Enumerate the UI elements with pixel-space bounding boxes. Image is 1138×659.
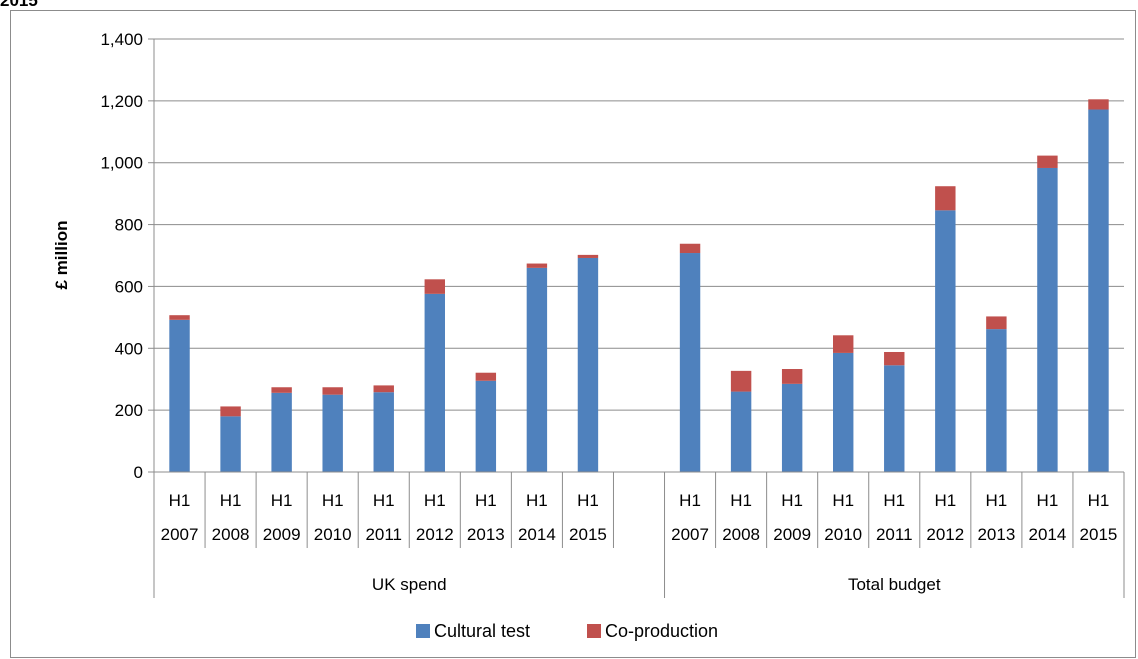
group-label: Total budget	[848, 575, 941, 594]
category-label-line1: H1	[883, 491, 905, 510]
category-label-line1: H1	[1088, 491, 1110, 510]
category-label-line2: 2012	[416, 525, 454, 544]
bar-co-production	[730, 370, 752, 392]
bar-co-production	[679, 243, 701, 254]
category-label-line1: H1	[271, 491, 293, 510]
category-label-line1: H1	[373, 491, 395, 510]
legend-swatch-cultural-test	[416, 624, 430, 638]
bar-co-production	[781, 369, 803, 384]
bar-co-production	[271, 387, 292, 393]
bar-cultural-test	[577, 257, 599, 472]
category-label-line1: H1	[475, 491, 497, 510]
bar-cultural-test	[986, 329, 1007, 472]
category-label-line1: H1	[832, 491, 854, 510]
category-label-line2: 2013	[977, 525, 1015, 544]
y-tick-label: 1,400	[100, 30, 143, 49]
y-tick-label: 800	[115, 216, 143, 235]
category-label-line1: H1	[322, 491, 344, 510]
bar-cultural-test	[679, 253, 701, 472]
y-tick-label: 1,000	[100, 154, 143, 173]
y-tick-label: 0	[134, 463, 143, 482]
category-label-line2: 2011	[365, 525, 402, 544]
bar-co-production	[424, 279, 445, 294]
bar-cultural-test	[730, 391, 752, 472]
bar-cultural-test	[169, 319, 190, 472]
bar-cultural-test	[424, 293, 445, 472]
category-label-line2: 2008	[212, 525, 250, 544]
category-label-line2: 2012	[926, 525, 964, 544]
category-label-line1: H1	[424, 491, 446, 510]
y-tick-label: 200	[115, 401, 143, 420]
bar-cultural-test	[271, 392, 292, 472]
category-label-line1: H1	[986, 491, 1008, 510]
bar-cultural-test	[475, 380, 497, 472]
category-label-line2: 2014	[1029, 525, 1067, 544]
bar-cultural-test	[322, 394, 343, 472]
legend-swatch-co-production	[587, 624, 601, 638]
category-label-line2: 2009	[263, 525, 301, 544]
category-label-line2: 2015	[1080, 525, 1118, 544]
bar-co-production	[169, 315, 190, 320]
category-label-line1: H1	[526, 491, 548, 510]
bar-co-production	[1088, 99, 1109, 110]
bar-cultural-test	[935, 210, 956, 472]
legend-label-cultural-test: Cultural test	[434, 621, 530, 641]
y-tick-label: 600	[115, 277, 143, 296]
category-label-line1: H1	[934, 491, 956, 510]
category-label-line1: H1	[730, 491, 752, 510]
bar-co-production	[475, 372, 497, 381]
category-label-line2: 2010	[314, 525, 352, 544]
category-label-line2: 2015	[569, 525, 607, 544]
bar-co-production	[577, 254, 599, 258]
category-label-line2: 2007	[161, 525, 199, 544]
gridlines	[154, 38, 1124, 411]
bar-co-production	[373, 385, 394, 393]
category-label-line1: H1	[781, 491, 803, 510]
category-label-line2: 2009	[773, 525, 811, 544]
category-label-line2: 2013	[467, 525, 505, 544]
category-label-line1: H1	[1037, 491, 1059, 510]
category-label-line2: 2008	[722, 525, 760, 544]
bar-cultural-test	[1088, 109, 1109, 472]
bars	[169, 99, 1109, 472]
legend: Cultural test Co-production	[416, 621, 718, 641]
category-label-line2: 2010	[824, 525, 862, 544]
category-label-line1: H1	[169, 491, 191, 510]
bar-co-production	[526, 263, 548, 268]
chart-title-fragment: 2015	[0, 0, 38, 10]
legend-label-co-production: Co-production	[605, 621, 718, 641]
group-label: UK spend	[372, 575, 447, 594]
bar-cultural-test	[833, 352, 854, 472]
chart-frame	[10, 10, 1136, 658]
bar-cultural-test	[526, 267, 548, 472]
y-axis-title: £ million	[52, 221, 71, 290]
category-label-line1: H1	[220, 491, 242, 510]
bar-co-production	[884, 351, 905, 366]
bar-cultural-test	[373, 392, 394, 472]
category-label-line1: H1	[679, 491, 701, 510]
bar-cultural-test	[781, 383, 803, 472]
y-tick-label: 1,200	[100, 92, 143, 111]
bar-co-production	[220, 406, 241, 417]
bar-cultural-test	[884, 365, 905, 472]
axes: 0 200 400 600 800 1,000 1,200 1,400 H1 2007 H1 2008…	[100, 30, 1125, 598]
bar-co-production	[986, 316, 1007, 330]
bar-co-production	[935, 186, 956, 211]
y-tick-label: 400	[115, 339, 143, 358]
bar-co-production	[322, 387, 343, 395]
category-label-line1: H1	[577, 491, 599, 510]
category-label-line2: 2007	[671, 525, 709, 544]
bar-cultural-test	[1037, 167, 1058, 472]
bar-co-production	[833, 335, 854, 353]
category-label-line2: 2014	[518, 525, 556, 544]
bar-co-production	[1037, 155, 1058, 168]
bar-cultural-test	[220, 416, 241, 472]
category-label-line2: 2011	[876, 525, 913, 544]
